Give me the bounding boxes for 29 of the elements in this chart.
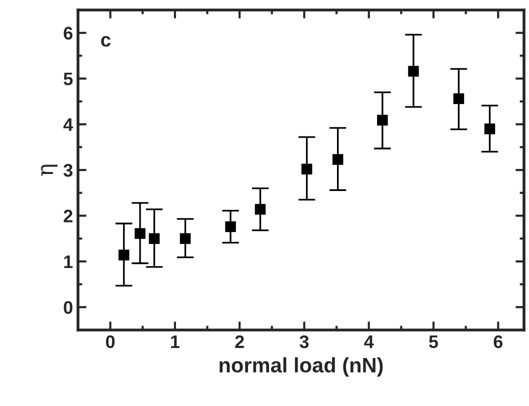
point <box>180 233 191 244</box>
annotation: c <box>101 36 111 47</box>
point <box>301 164 312 174</box>
point <box>453 93 464 104</box>
x-tick-label: 0 <box>106 335 115 348</box>
point <box>118 250 130 260</box>
x-tick-label: 1 <box>171 336 180 348</box>
point <box>254 204 266 215</box>
y-tick-label: 4 <box>63 118 74 131</box>
y-axis-title: η <box>41 164 58 176</box>
point <box>408 66 419 77</box>
x-tick-label: 6 <box>494 335 503 348</box>
y-tick-label: 3 <box>64 164 72 177</box>
y-tick-label: 2 <box>64 210 72 222</box>
point <box>332 154 344 165</box>
x-tick-label: 4 <box>364 336 374 348</box>
point <box>148 233 160 244</box>
y-tick-label: 6 <box>64 26 72 40</box>
x-tick-label: 5 <box>429 336 438 348</box>
y-tick-label: 0 <box>64 301 72 314</box>
point <box>377 114 388 126</box>
point <box>484 123 496 134</box>
y-tick-label: 1 <box>64 256 73 268</box>
x-axis-title: normal load (nN) <box>220 357 383 377</box>
y-tick-label: 5 <box>64 72 73 86</box>
x-tick-label: 3 <box>300 335 309 348</box>
point <box>225 221 236 232</box>
x-tick-label: 2 <box>235 335 244 348</box>
point <box>134 228 146 239</box>
